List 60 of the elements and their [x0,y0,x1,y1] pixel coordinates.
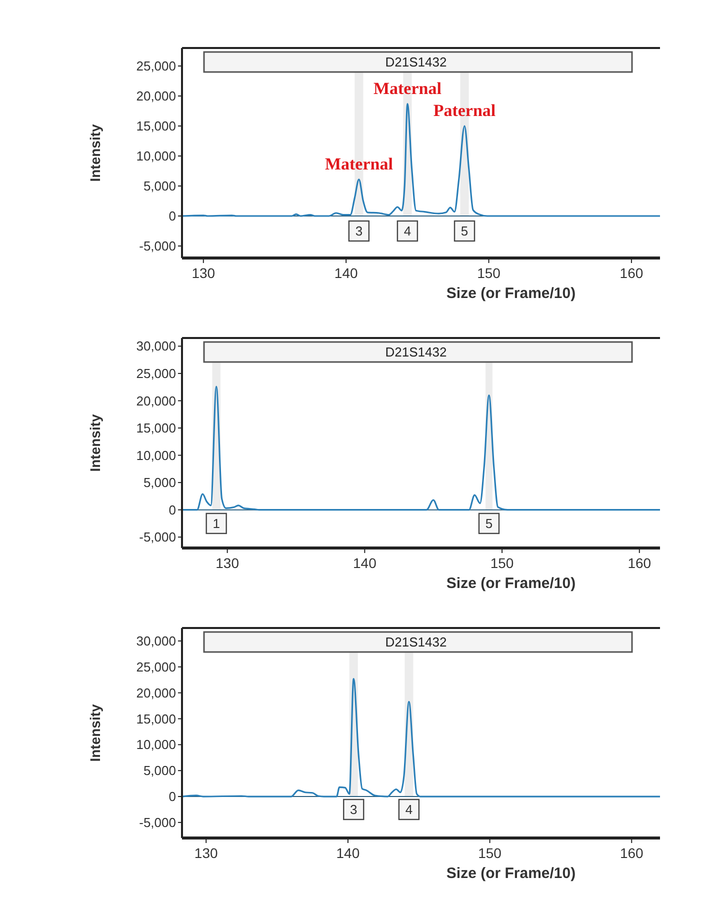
locus-label-box: D21S1432 [203,51,633,73]
annotation: 3 [355,224,363,239]
annotation: Maternal [373,78,442,98]
y-tick-label: 25,000 [136,659,176,674]
x-tick-label: 160 [620,845,644,861]
line-series [181,678,661,798]
annotation: D21S1432 [385,344,447,360]
y-axis-title: Intensity [87,124,103,182]
y-tick-label: 15,000 [136,420,176,436]
x-axis-title: Size (or Frame/10) [446,575,576,592]
annotation: D21S1432 [385,54,447,70]
x-tick-label: 130 [192,265,216,281]
x-tick-label: 150 [477,265,501,281]
x-tick-label: 140 [353,555,377,571]
y-tick-label: 20,000 [136,88,176,104]
x-tick-label: 160 [628,555,652,571]
y-tick-label: 0 [168,502,176,518]
annotation: Paternal [433,101,496,120]
annotation: 5 [460,224,468,239]
x-tick-label: 140 [336,845,360,861]
y-tick-label: 30,000 [136,338,176,354]
y-tick-label: 10,000 [136,148,176,164]
y-axis-title: Intensity [87,414,103,472]
locus-label-box: D21S1432 [203,341,633,363]
annotation: 3 [350,802,358,818]
y-tick-label: -5,000 [139,238,176,254]
annotation: 5 [485,516,493,532]
y-tick-label: 10,000 [136,737,176,752]
y-tick-label: 5,000 [143,763,176,778]
annotation: D21S1432 [385,634,447,650]
y-tick-label: 5,000 [143,178,176,194]
x-tick-label: 150 [478,845,502,861]
locus-label-box: D21S1432 [203,631,633,653]
annotation: 1 [212,516,220,532]
y-tick-label: -5,000 [139,530,176,545]
x-tick-label: 160 [620,265,644,281]
y-tick-label: 25,000 [136,58,176,74]
y-tick-label: 5,000 [143,475,176,490]
y-axis-title: Intensity [87,704,103,762]
y-tick-label: 20,000 [136,685,176,700]
y-tick-label: 0 [168,208,176,224]
x-tick-label: 140 [334,265,358,281]
x-tick-label: 130 [194,845,218,861]
line-series [181,386,661,511]
annotation: 4 [405,802,413,818]
x-tick-label: 130 [216,555,240,571]
x-axis-title: Size (or Frame/10) [446,865,576,882]
y-tick-label: 20,000 [136,393,176,408]
x-tick-label: 150 [490,555,514,571]
y-tick-label: -5,000 [139,814,176,830]
y-tick-label: 15,000 [136,118,176,134]
annotation: Maternal [324,154,394,174]
y-tick-label: 10,000 [136,448,176,463]
y-tick-label: 30,000 [136,634,176,649]
y-tick-label: 25,000 [136,366,176,382]
annotation: 4 [404,224,412,239]
x-axis-title: Size (or Frame/10) [446,285,576,302]
y-tick-label: 0 [168,789,176,804]
line-series [181,103,661,217]
y-tick-label: 15,000 [136,711,176,726]
